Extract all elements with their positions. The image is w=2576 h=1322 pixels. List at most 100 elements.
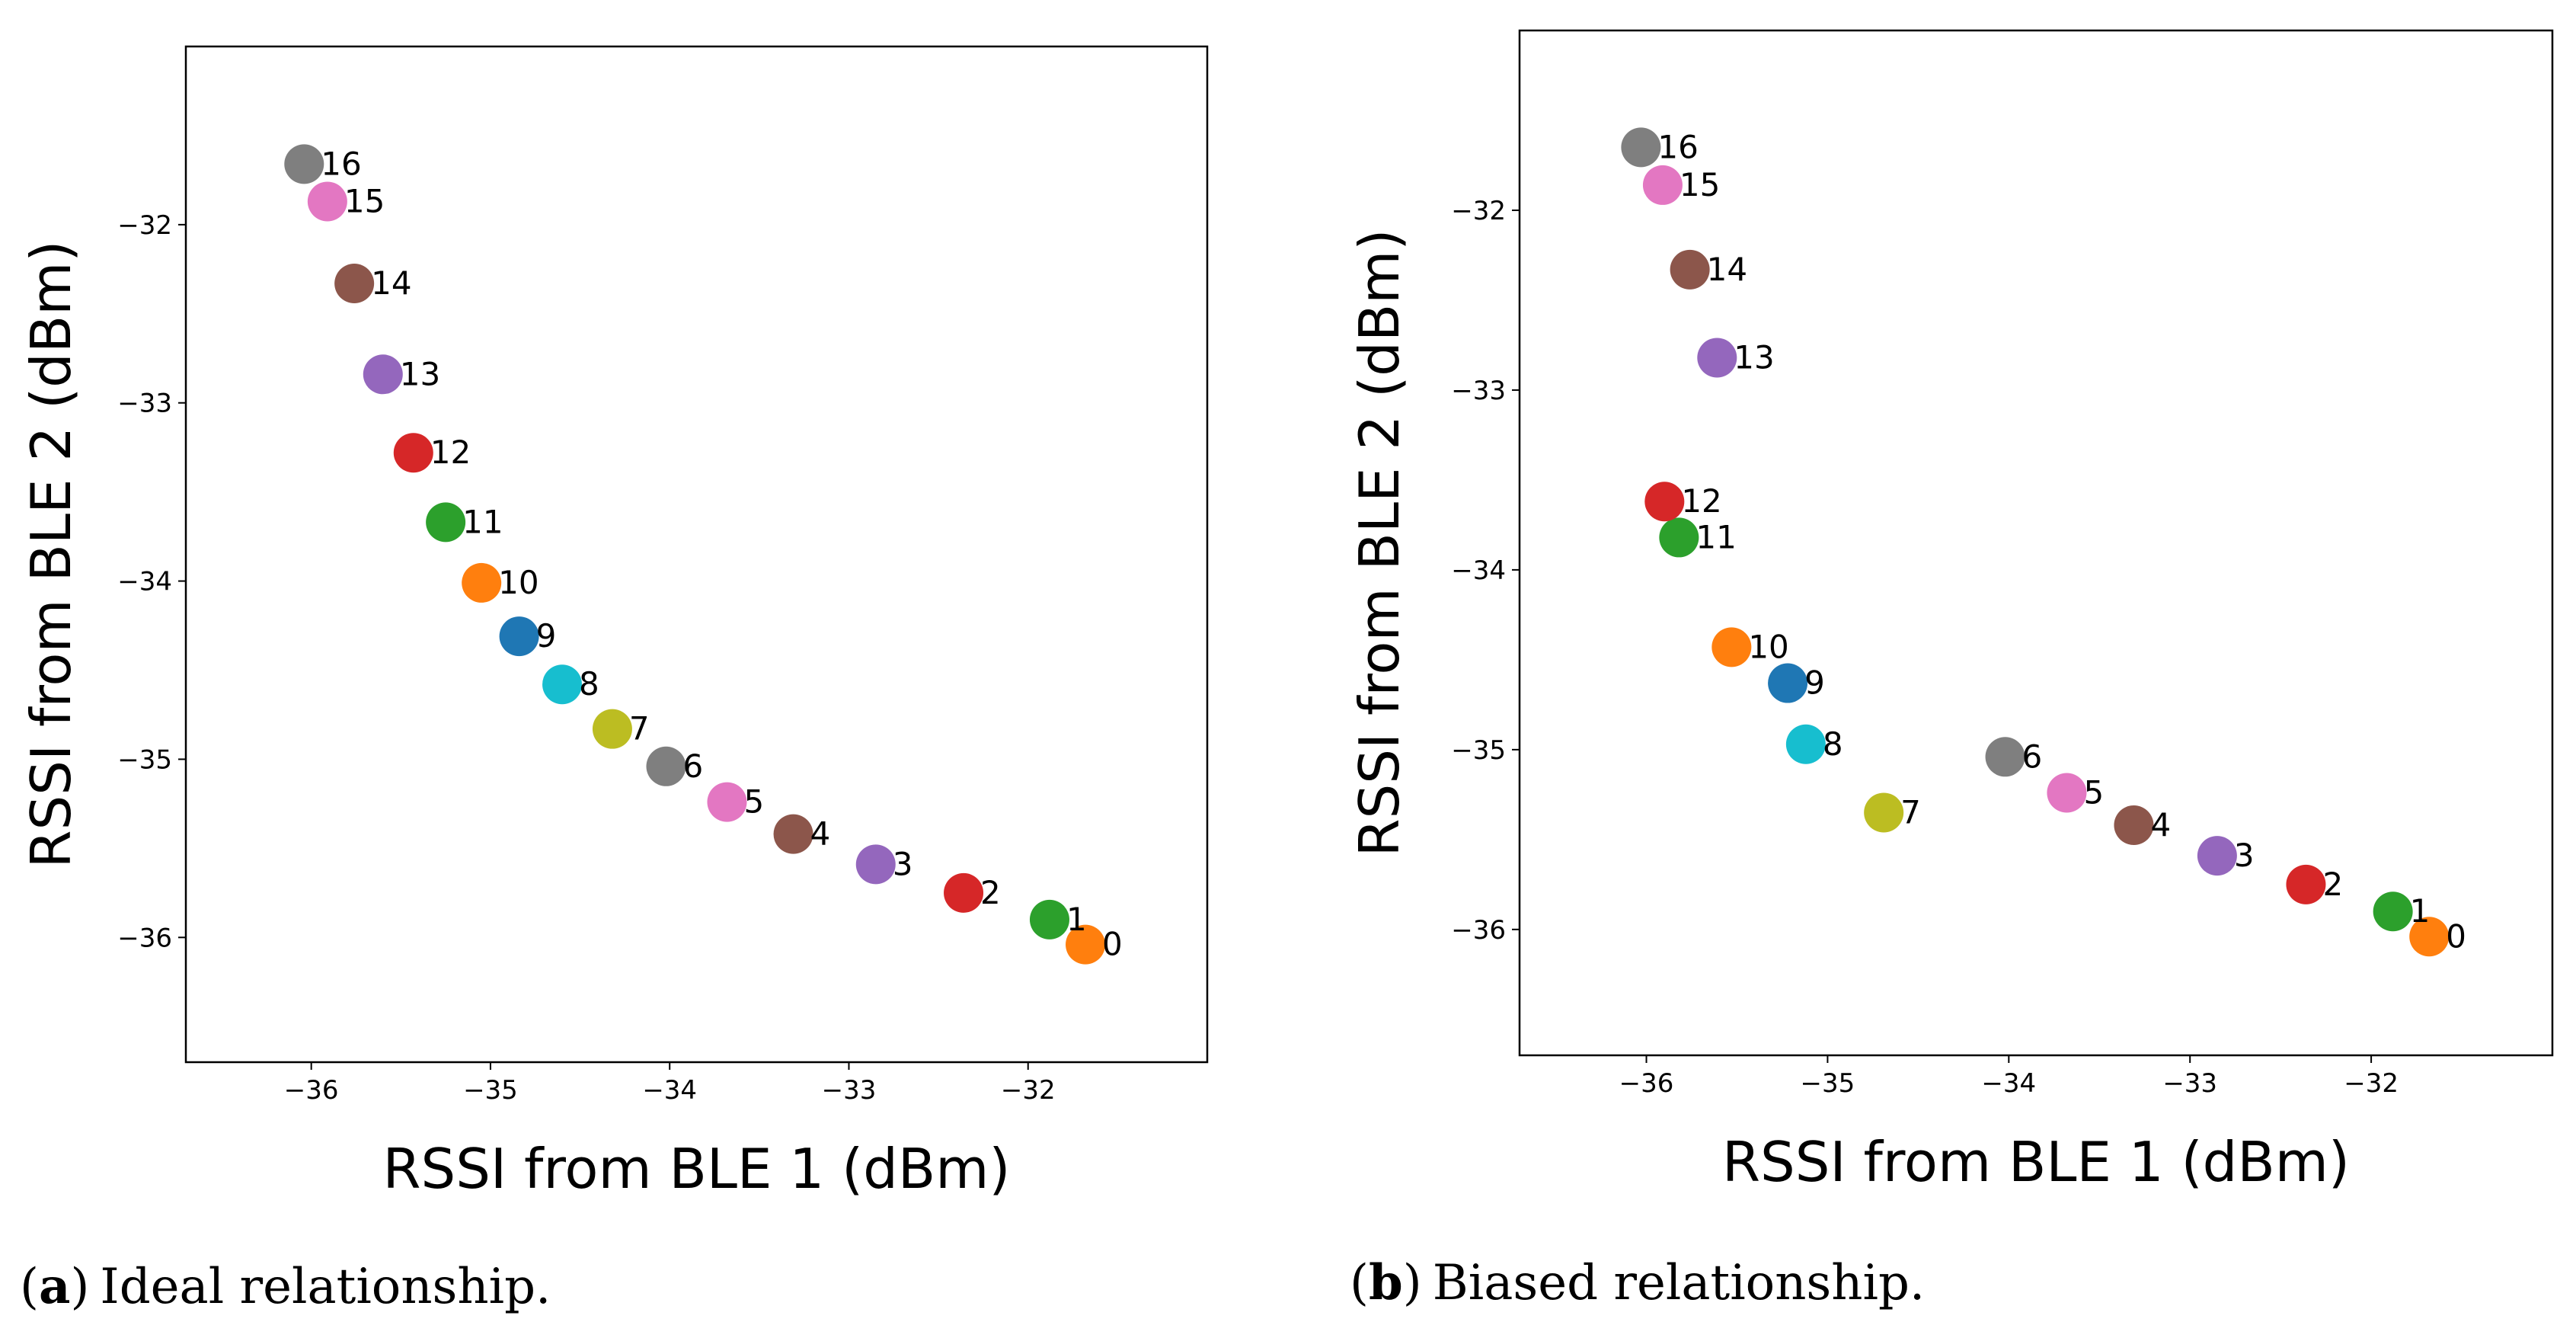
y-tick-label: −36	[1451, 915, 1506, 946]
x-tick-label: −33	[2162, 1068, 2217, 1099]
data-point	[1768, 663, 1808, 703]
y-axis-title: RSSI from BLE 2 (dBm)	[19, 241, 83, 869]
point-label: 8	[1823, 725, 1843, 763]
point-label: 5	[743, 783, 764, 821]
point-label: 7	[629, 710, 650, 747]
data-point	[363, 354, 403, 395]
point-label: 3	[893, 845, 913, 882]
figure-caption: (a) Ideal relationship.	[20, 1258, 551, 1315]
plot-frame	[184, 45, 1209, 1064]
point-label: 12	[430, 434, 471, 471]
point-label: 12	[1681, 482, 1721, 520]
x-tick-label: −33	[822, 1075, 877, 1106]
x-axis-title: RSSI from BLE 1 (dBm)	[383, 1137, 1011, 1201]
caption-paren-close: )	[1403, 1255, 1422, 1311]
caption-paren-open: (	[20, 1259, 39, 1315]
data-point	[1659, 517, 1699, 558]
data-point	[2373, 891, 2413, 932]
data-point	[284, 144, 324, 184]
point-label: 13	[400, 355, 440, 392]
data-point	[2409, 917, 2450, 957]
point-label: 1	[2410, 892, 2431, 930]
data-point	[426, 502, 466, 543]
caption-letter: a	[39, 1258, 70, 1315]
point-label: 6	[2022, 738, 2043, 775]
data-point	[646, 746, 686, 786]
point-label: 9	[1804, 664, 1825, 702]
point-label: 1	[1066, 901, 1087, 938]
caption-paren-close: )	[70, 1259, 89, 1315]
caption-letter: b	[1369, 1254, 1403, 1311]
data-point	[592, 709, 632, 749]
data-point	[1670, 249, 1710, 290]
figure-caption: (b) Biased relationship.	[1350, 1254, 1925, 1311]
point-label: 7	[1900, 793, 1921, 831]
data-point	[1621, 127, 1661, 168]
point-label: 8	[579, 665, 599, 703]
caption-text: Biased relationship.	[1433, 1255, 1926, 1311]
point-label: 11	[1695, 518, 1736, 555]
data-point	[1711, 627, 1752, 667]
chart-b: −36 −35 −34 −33 −32 −36 −35 −34 −33 −32 RSSI from …	[1347, 29, 2554, 1311]
point-label: 3	[2234, 837, 2255, 874]
x-tick-label: −35	[463, 1075, 518, 1106]
data-point	[1644, 482, 1685, 522]
data-point	[2047, 773, 2087, 813]
y-tick-label: −35	[117, 744, 172, 775]
data-point	[1785, 724, 1826, 764]
point-label: 11	[462, 503, 503, 540]
data-point	[2197, 836, 2237, 876]
point-label: 14	[371, 264, 411, 302]
point-label: 10	[498, 564, 539, 601]
data-point	[1864, 792, 1904, 833]
data-point	[855, 844, 896, 885]
point-label: 0	[2446, 917, 2466, 955]
point-label: 13	[1734, 338, 1774, 376]
point-label: 6	[683, 747, 704, 785]
data-point	[707, 782, 747, 822]
y-axis-title: RSSI from BLE 2 (dBm)	[1347, 229, 1411, 857]
point-label: 2	[980, 874, 1001, 911]
point-label: 10	[1748, 628, 1788, 665]
y-tick-label: −34	[1451, 555, 1506, 586]
point-label: 9	[536, 617, 557, 655]
data-point	[1697, 338, 1737, 378]
point-label: 16	[1657, 128, 1698, 165]
x-tick-label: −34	[642, 1075, 697, 1106]
data-point	[499, 616, 539, 657]
point-label: 4	[2150, 806, 2171, 843]
x-axis-title: RSSI from BLE 1 (dBm)	[1722, 1130, 2350, 1194]
x-tick-label: −35	[1801, 1068, 1855, 1099]
caption-text: Ideal relationship.	[100, 1259, 551, 1315]
data-point	[307, 181, 347, 222]
point-label: 16	[321, 145, 361, 182]
data-point	[944, 872, 984, 913]
point-label: 4	[810, 815, 831, 853]
y-tick-label: −33	[1451, 376, 1506, 406]
point-label: 15	[344, 182, 385, 219]
point-label: 0	[1102, 926, 1123, 963]
data-point	[393, 433, 433, 473]
x-tick-label: −34	[1981, 1068, 2036, 1099]
x-tick-label: −36	[1619, 1068, 1674, 1099]
y-tick-label: −34	[117, 567, 172, 597]
y-tick-label: −36	[117, 923, 172, 953]
caption-paren-open: (	[1350, 1255, 1369, 1311]
data-point	[1642, 165, 1683, 205]
data-point	[2114, 805, 2154, 845]
x-tick-label: −36	[284, 1075, 339, 1106]
y-tick-label: −35	[1451, 735, 1506, 766]
data-point	[2286, 864, 2326, 904]
data-point	[1985, 737, 2025, 777]
point-label: 15	[1680, 166, 1720, 203]
x-tick-label: −32	[2344, 1068, 2399, 1099]
data-point	[462, 562, 502, 603]
x-tick-label: −32	[1001, 1075, 1056, 1106]
y-tick-label: −33	[117, 389, 172, 419]
point-label: 5	[2083, 773, 2104, 811]
point-label: 14	[1707, 251, 1747, 288]
plot-frame	[1518, 29, 2554, 1057]
chart-a: −36 −35 −34 −33 −32 −36 −35 −34 −33 −32 RSSI from …	[19, 45, 1209, 1315]
